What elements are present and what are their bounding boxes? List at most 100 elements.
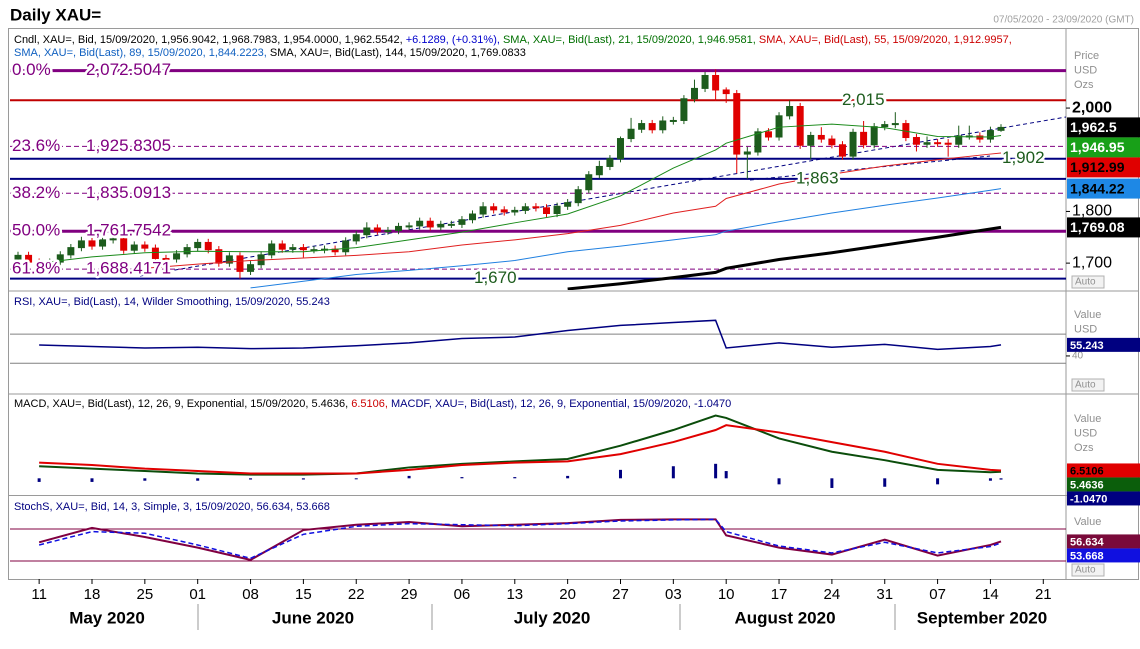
- candle-body: [669, 119, 677, 122]
- line-label: 2,015: [842, 90, 885, 109]
- legend-entry: MACD, XAU=, Bid(Last), 12, 26, 9, Expone…: [14, 398, 351, 410]
- candle-body: [585, 174, 593, 191]
- fib-pct: 50.0%: [12, 221, 60, 240]
- histogram-bar: [671, 466, 675, 479]
- fib-value: 1,835.0913: [86, 183, 171, 202]
- candle-body: [860, 131, 868, 146]
- x-tick-label: 06: [454, 586, 471, 603]
- candle-body: [236, 255, 244, 272]
- candle-body: [521, 206, 529, 211]
- fib-value: 1,688.4171: [86, 259, 171, 278]
- axis-caption: Ozs: [1074, 79, 1094, 91]
- series-line: [39, 424, 1002, 475]
- axes: Price USD Ozs Auto 2,000 1,800 1,700 1,962.5 1,9…: [31, 50, 1140, 627]
- value-tag-label: 1,912.99: [1070, 159, 1125, 175]
- legend-entry: 6.5106,: [351, 398, 388, 410]
- x-tick-label: 07: [929, 586, 946, 603]
- value-tag-label: 1,946.95: [1070, 139, 1125, 155]
- value-tag-label: 53.668: [1070, 550, 1104, 562]
- candle-body: [764, 131, 772, 138]
- x-tick-label: 10: [718, 586, 735, 603]
- x-tick-label: 01: [189, 586, 206, 603]
- value-tag: [1067, 491, 1140, 506]
- candle-body: [775, 115, 783, 138]
- y-tick-label: 1,800: [1072, 203, 1112, 220]
- candle-body: [934, 142, 942, 145]
- series-line: [250, 188, 1002, 289]
- histogram-bar: [714, 463, 718, 479]
- histogram-bar: [90, 478, 94, 482]
- auto-box: [1071, 378, 1105, 392]
- candle-body: [373, 227, 381, 232]
- candle-body: [88, 240, 96, 247]
- candle-body: [99, 239, 107, 247]
- candle-body: [395, 225, 403, 232]
- x-tick-label: 20: [559, 586, 576, 603]
- axis-caption: Value: [1074, 309, 1101, 321]
- month-label: June 2020: [272, 608, 354, 627]
- value-tag: [1067, 463, 1140, 478]
- candle-body: [469, 213, 477, 221]
- candle-body: [225, 255, 233, 264]
- candle-body: [352, 234, 360, 242]
- candle-body: [151, 247, 159, 259]
- y-tick-label: 1,700: [1072, 254, 1112, 271]
- histogram-bar: [999, 478, 1003, 480]
- axis-caption: Value: [1074, 516, 1101, 528]
- y-tick-label: 40: [1072, 351, 1084, 362]
- fib-pct: 23.6%: [12, 136, 60, 155]
- x-tick-label: 27: [612, 586, 629, 603]
- histogram-bar: [143, 478, 147, 481]
- macd-panel: [37, 414, 1003, 488]
- legend-entry: MACDF, XAU=, Bid(Last), 12, 26, 9, Expon…: [388, 398, 731, 410]
- histogram-bar: [883, 478, 887, 487]
- candle-body: [817, 134, 825, 140]
- candle-body: [278, 243, 286, 250]
- auto-box: [1071, 275, 1105, 289]
- month-label: August 2020: [734, 608, 835, 627]
- candle-body: [342, 240, 350, 253]
- value-tag: [1067, 337, 1140, 352]
- value-tag: [1067, 548, 1140, 563]
- candle-body: [955, 135, 963, 145]
- candle-body: [173, 253, 181, 260]
- axis-caption: USD: [1074, 64, 1097, 76]
- candle-body: [479, 206, 487, 215]
- candle-body: [986, 130, 994, 140]
- candle-body: [25, 254, 33, 263]
- legend-text: SMA, XAU=, Bid(Last), 89, 15/09/2020, 1,…: [14, 47, 526, 59]
- auto-label: Auto: [1075, 380, 1096, 391]
- x-tick-label: 24: [824, 586, 841, 603]
- y-tick-label: 2,000: [1072, 99, 1112, 116]
- value-tag-label: 5.4636: [1070, 479, 1104, 491]
- legend-text: Cndl, XAU=, Bid, 15/09/2020, 1,956.9042,…: [14, 34, 1012, 46]
- x-tick-label: 15: [295, 586, 312, 603]
- axis-caption: Value: [1074, 413, 1101, 425]
- candle-body: [870, 126, 878, 146]
- value-tag: [1067, 178, 1140, 199]
- fib-pct: 38.2%: [12, 183, 60, 202]
- legend-entry: SMA, XAU=, Bid(Last), 89, 15/09/2020, 1,…: [14, 47, 270, 59]
- value-tag-label: 1,844.22: [1070, 180, 1125, 196]
- legend-entry: +6.1289, (+0.31%),: [406, 34, 503, 46]
- candle-body: [743, 151, 751, 155]
- value-tag-label: 1,769.08: [1070, 219, 1125, 235]
- axis-caption: Price: [1074, 50, 1099, 62]
- axis-caption: USD: [1074, 323, 1097, 335]
- legend-text: RSI, XAU=, Bid(Last), 14, Wilder Smoothi…: [14, 296, 330, 308]
- candle-body: [944, 142, 952, 145]
- candle-body: [511, 209, 519, 213]
- candle-body: [881, 124, 889, 128]
- legend-entry: SMA, XAU=, Bid(Last), 144, 15/09/2020, 1…: [270, 47, 526, 59]
- candle-body: [786, 106, 794, 117]
- fib-value: 2,072.5047: [86, 60, 171, 79]
- axis-caption: Ozs: [1074, 442, 1094, 454]
- value-tag-label: -1.0470: [1070, 493, 1107, 505]
- fib-pct: 0.0%: [12, 60, 51, 79]
- series-line: [144, 152, 1002, 269]
- x-tick-label: 29: [401, 586, 418, 603]
- candle-body: [299, 247, 307, 251]
- candle-body: [595, 165, 603, 176]
- histogram-bar: [777, 478, 781, 485]
